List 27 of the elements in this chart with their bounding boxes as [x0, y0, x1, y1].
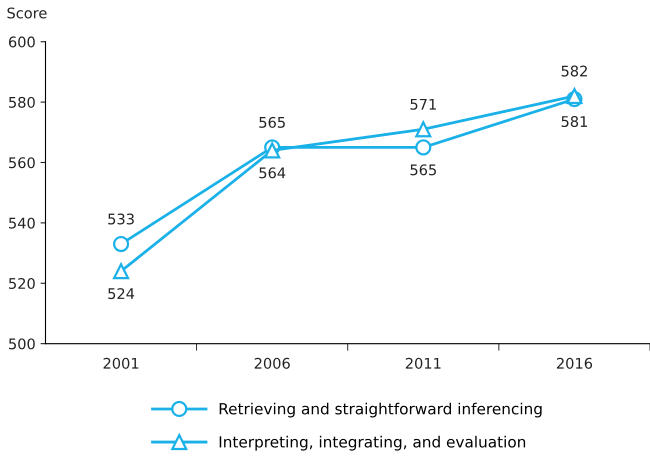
- legend-label: Retrieving and straightforward inferencing: [220, 402, 542, 418]
- data-label: 533: [108, 213, 134, 225]
- data-label: 564: [259, 167, 286, 178]
- y-tick-label: 500: [9, 338, 35, 350]
- y-tick-label: 540: [9, 218, 35, 229]
- point: [566, 88, 582, 104]
- data-label: 565: [259, 116, 285, 128]
- y-tick-label: 520: [9, 278, 35, 290]
- y-tick-label: 560: [9, 157, 35, 168]
- x-tick-label: 2001: [104, 358, 138, 369]
- point: [264, 142, 280, 158]
- x-tick-label: 2006: [254, 358, 290, 369]
- data-label: 565: [410, 164, 436, 176]
- data-label: 582: [562, 66, 587, 77]
- y-tick-label: 580: [9, 96, 35, 108]
- data-label: 571: [410, 98, 436, 110]
- point: [415, 139, 432, 156]
- point: [113, 236, 130, 252]
- point: [415, 121, 432, 138]
- data-label: 581: [562, 116, 588, 128]
- y-tick-label: 600: [8, 36, 35, 48]
- x-tick-label: 2011: [406, 358, 441, 369]
- point: [113, 263, 130, 280]
- x-tick-label: 2016: [556, 358, 592, 369]
- y-axis-title: Score: [7, 7, 47, 19]
- data-label: 524: [108, 288, 134, 300]
- legend-label: Interpreting, integrating, and evaluation: [220, 436, 526, 451]
